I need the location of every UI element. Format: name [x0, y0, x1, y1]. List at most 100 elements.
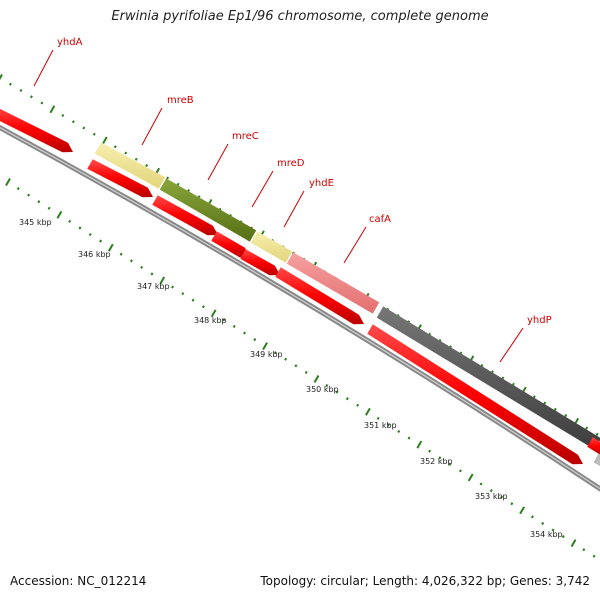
- outer-tick: [31, 96, 32, 98]
- inner-tick: [79, 227, 80, 229]
- gene-label-cafA: cafA: [369, 214, 391, 225]
- scale-label-346: 346 kbp: [78, 250, 111, 259]
- inner-tick: [594, 555, 595, 557]
- inner-tick: [378, 417, 379, 419]
- outer-tick: [50, 106, 54, 113]
- map-title: Erwinia pyrifoliae Ep1/96 chromosome, co…: [0, 9, 600, 24]
- inner-tick: [469, 474, 473, 481]
- outer-tick: [94, 133, 95, 135]
- scale-label-348: 348 kbp: [194, 316, 227, 325]
- gene-label-mreC: mreC: [232, 131, 259, 142]
- inner-tick: [563, 536, 564, 538]
- yhdP-band: [377, 306, 600, 449]
- inner-tick: [542, 522, 543, 524]
- inner-tick: [254, 339, 255, 341]
- label-line-yhdE: [284, 191, 304, 227]
- inner-tick: [121, 253, 122, 255]
- backbone-line: [0, 125, 600, 492]
- inner-tick: [141, 266, 142, 268]
- outer-tick: [534, 396, 535, 398]
- scale-label-351: 351 kbp: [364, 421, 397, 430]
- inner-tick: [234, 325, 235, 327]
- gene-label-yhdE: yhdE: [309, 178, 334, 189]
- label-line-yhdP: [500, 328, 523, 362]
- outer-tick: [115, 146, 116, 148]
- inner-tick: [244, 332, 245, 334]
- scale-label-345: 345 kbp: [19, 218, 52, 227]
- scale-label-349: 349 kbp: [250, 350, 283, 359]
- outer-tick: [565, 415, 566, 417]
- inner-tick: [69, 220, 70, 222]
- inner-tick: [408, 437, 409, 439]
- inner-tick: [6, 179, 10, 186]
- inner-tick: [285, 358, 286, 360]
- inner-tick: [90, 233, 91, 235]
- scale-label-354: 354 kbp: [530, 530, 563, 539]
- inner-tick: [49, 207, 50, 209]
- chromosome-backbone: [0, 125, 600, 492]
- accession-text: Accession: NC_012214: [10, 574, 146, 588]
- outer-tick: [73, 121, 74, 123]
- outer-tick: [586, 427, 587, 429]
- outer-tick: [83, 127, 84, 129]
- inner-tick: [314, 376, 318, 383]
- inner-tick: [182, 293, 183, 295]
- outer-tick: [146, 164, 147, 166]
- inner-tick: [366, 408, 370, 415]
- outer-tick: [555, 408, 556, 410]
- inner-tick: [460, 470, 461, 472]
- inner-tick: [480, 483, 481, 485]
- inner-tick: [100, 240, 101, 242]
- gene-label-mreD: mreD: [277, 158, 305, 169]
- label-line-mreD: [252, 171, 273, 207]
- inner-tick: [295, 365, 296, 367]
- gene-label-lines: [34, 50, 523, 362]
- scale-label-347: 347 kbp: [137, 282, 170, 291]
- inner-tick: [28, 194, 29, 196]
- outer-tick: [103, 137, 107, 144]
- outer-tick: [597, 433, 598, 435]
- label-line-mreC: [208, 144, 228, 180]
- inner-tick: [417, 441, 421, 448]
- outer-tick: [136, 158, 137, 160]
- outer-tick: [41, 102, 42, 104]
- outer-tick: [10, 83, 11, 85]
- inner-tick: [263, 343, 267, 350]
- label-line-cafA: [344, 227, 366, 263]
- outer-tick: [0, 75, 2, 82]
- outer-tick: [62, 114, 63, 116]
- gene-label-mreB: mreB: [167, 95, 194, 106]
- inner-tick: [511, 503, 512, 505]
- outer-tick: [125, 152, 126, 154]
- inner-tick: [306, 371, 307, 373]
- inner-tick: [572, 540, 576, 547]
- inner-tick: [192, 299, 193, 301]
- inner-tick: [429, 450, 430, 452]
- outer-tick: [544, 402, 545, 404]
- inner-tick: [172, 286, 173, 288]
- scale-label-353: 353 kbp: [475, 492, 508, 501]
- outer-tick: [167, 177, 168, 179]
- inner-tick: [520, 507, 524, 514]
- inner-tick: [398, 430, 399, 432]
- yhdP-gene-arrow: [367, 324, 583, 464]
- gene-label-yhdP: yhdP: [527, 315, 552, 326]
- inner-tick: [151, 273, 152, 275]
- inner-tick: [532, 516, 533, 518]
- outer-tick: [20, 89, 21, 91]
- inner-tick: [203, 306, 204, 308]
- scale-label-350: 350 kbp: [306, 385, 339, 394]
- topology-text: Topology: circular; Length: 4,026,322 bp…: [260, 574, 590, 588]
- inner-tick: [18, 188, 19, 190]
- label-line-mreB: [142, 108, 162, 145]
- inner-tick: [38, 201, 39, 203]
- inner-tick: [57, 211, 61, 218]
- scale-label-352: 352 kbp: [420, 457, 453, 466]
- inner-tick: [131, 260, 132, 262]
- gene-label-yhdA: yhdA: [57, 37, 83, 48]
- inner-tick: [357, 404, 358, 406]
- label-line-yhdA: [34, 50, 53, 86]
- inner-tick: [347, 398, 348, 400]
